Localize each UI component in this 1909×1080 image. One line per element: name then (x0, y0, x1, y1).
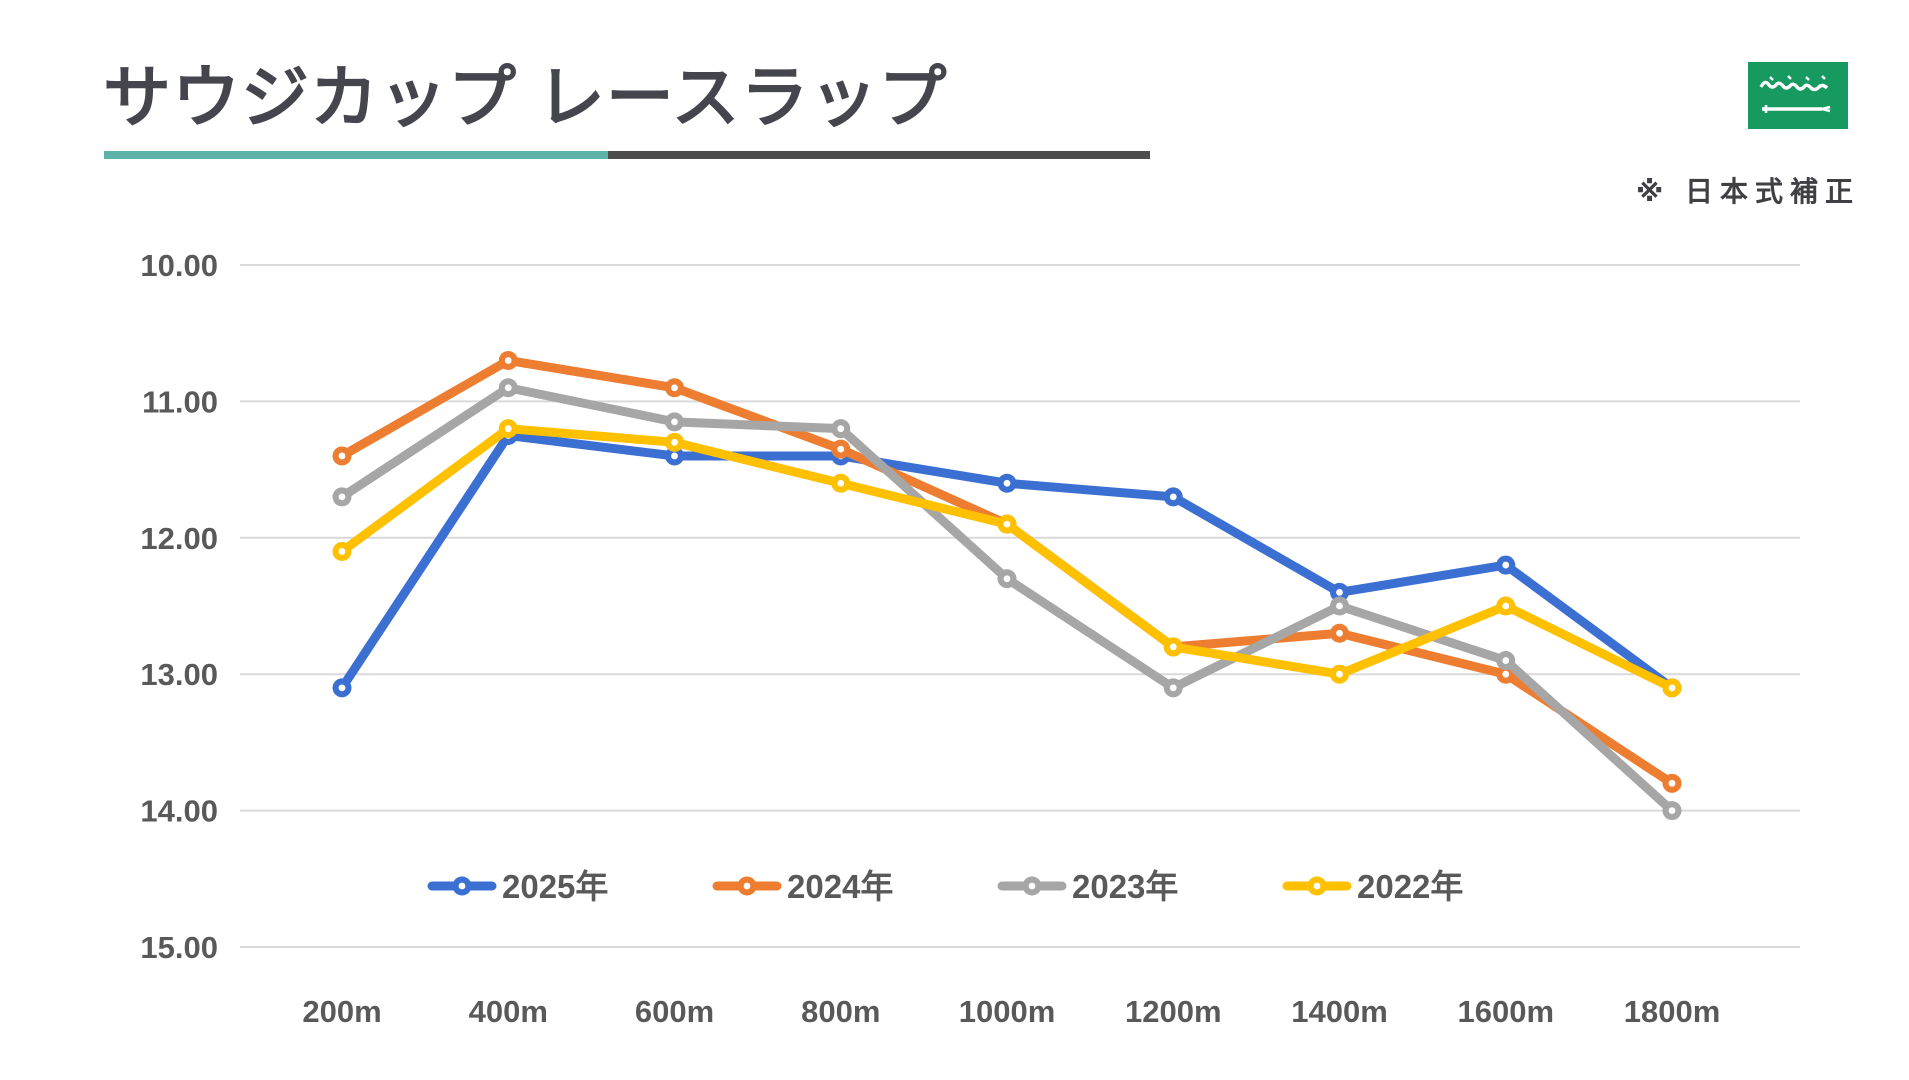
data-point-hole (837, 425, 845, 433)
x-tick-label: 800m (801, 994, 880, 1029)
data-point-hole (671, 418, 678, 426)
flag-field (1748, 62, 1848, 129)
data-point-hole (1668, 779, 1676, 787)
data-point-hole (1502, 561, 1510, 569)
page-title: サウジカップ レースラップ (103, 60, 948, 136)
saudi-arabia-flag-icon (1748, 62, 1848, 129)
y-tick-label: 13.00 (140, 657, 218, 692)
data-point-hole (837, 479, 845, 487)
x-tick-label: 600m (635, 994, 714, 1029)
data-point-hole (671, 438, 678, 446)
data-point-hole (504, 384, 512, 392)
data-point-hole (338, 452, 346, 460)
y-tick-label: 15.00 (140, 930, 218, 965)
legend-item-2024年: 2024年 (712, 868, 893, 905)
legend-item-2022年: 2022年 (1282, 868, 1463, 905)
data-point-hole (1169, 684, 1177, 692)
data-point-hole (1003, 575, 1011, 583)
legend-label: 2022年 (1357, 868, 1463, 905)
x-tick-label: 1800m (1624, 994, 1721, 1029)
data-point-hole (1668, 684, 1676, 692)
sword-icon (1762, 105, 1831, 113)
y-tick-label: 14.00 (140, 794, 218, 829)
legend-item-2025年: 2025年 (427, 868, 608, 905)
x-tick-label: 400m (469, 994, 548, 1029)
data-point-hole (1336, 588, 1343, 596)
legend-marker-hole (458, 882, 466, 890)
correction-note: ※ 日本式補正 (1635, 176, 1860, 207)
shahada-marks (1769, 75, 1826, 81)
data-point-hole (1336, 629, 1343, 637)
x-tick-label: 1000m (959, 994, 1056, 1029)
title-underline-teal (104, 151, 608, 159)
title-underline-dark (608, 151, 1150, 159)
shahada-script (1759, 80, 1829, 92)
data-point-hole (338, 548, 346, 555)
data-point-hole (504, 357, 512, 364)
y-tick-label: 11.00 (142, 384, 218, 419)
data-point-hole (1003, 520, 1011, 528)
data-point-hole (504, 425, 512, 433)
x-tick-label: 200m (302, 994, 381, 1029)
x-tick-label: 1400m (1291, 994, 1388, 1029)
data-point-hole (837, 445, 845, 453)
legend-label: 2023年 (1072, 868, 1178, 905)
data-point-hole (1502, 657, 1510, 664)
y-tick-label: 10.00 (140, 248, 218, 283)
x-tick-label: 1600m (1457, 994, 1554, 1029)
data-point-hole (1502, 602, 1510, 610)
legend-item-2023年: 2023年 (997, 868, 1178, 905)
data-point-hole (671, 384, 678, 392)
data-point-hole (1336, 602, 1343, 610)
data-point-hole (1502, 670, 1510, 678)
legend-marker-hole (1028, 882, 1036, 890)
data-point-hole (1336, 670, 1343, 678)
legend-marker-hole (743, 882, 751, 890)
legend-marker-hole (1313, 882, 1321, 890)
legend-label: 2024年 (787, 868, 893, 905)
legend-label: 2025年 (502, 868, 608, 905)
y-tick-label: 12.00 (140, 521, 218, 556)
data-point-hole (338, 684, 346, 692)
data-point-hole (671, 452, 678, 460)
data-point-hole (1003, 479, 1011, 487)
data-point-hole (338, 493, 346, 501)
data-point-hole (1668, 807, 1676, 814)
data-point-hole (1169, 643, 1177, 651)
data-point-hole (1169, 493, 1177, 501)
x-tick-label: 1200m (1125, 994, 1222, 1029)
series-line-2023年 (337, 383, 1677, 816)
